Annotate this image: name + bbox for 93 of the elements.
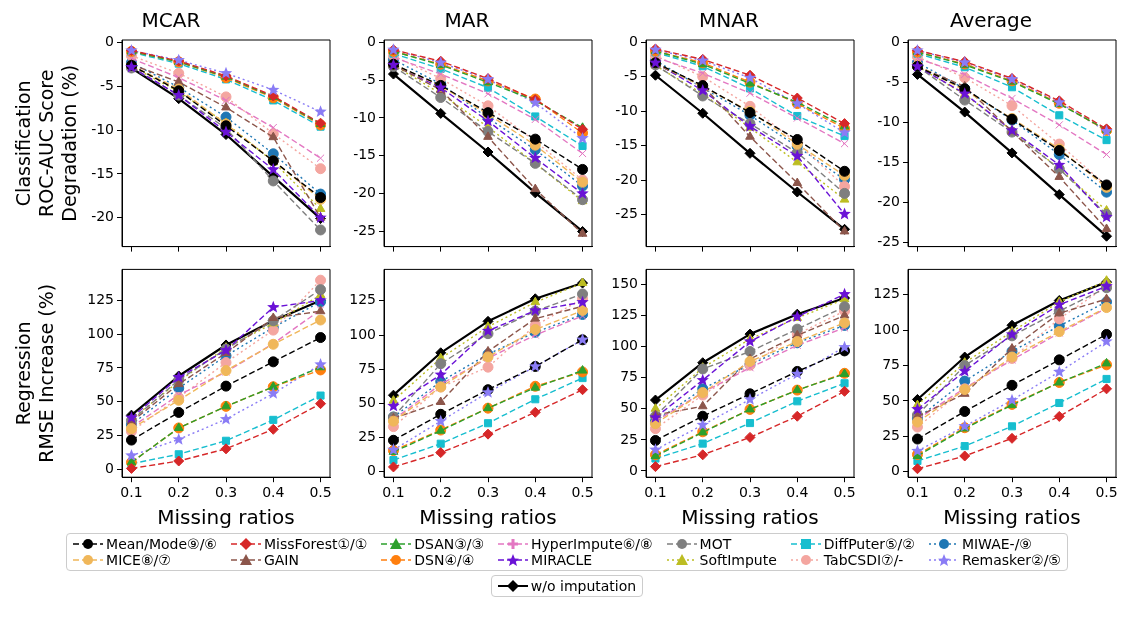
y-axis-title: Regression RMSE Increase (%) [12, 283, 58, 463]
x-tick-label: 0.5 [833, 484, 856, 501]
y-tick-label: 25 [96, 426, 114, 443]
y-tick-label: -15 [615, 136, 638, 153]
y-tick-label: -20 [877, 193, 900, 210]
x-tick-label: 0.1 [382, 484, 405, 501]
legend-label: Remasker②/⑤ [961, 552, 1061, 568]
y-tick-label: 0 [629, 32, 638, 49]
legend-label: MOT [699, 536, 732, 552]
x-tick-label: 0.3 [1000, 484, 1024, 501]
y-tick-label: 25 [620, 430, 638, 447]
x-tick-label: 0.5 [1095, 484, 1118, 501]
y-tick-label: 125 [873, 285, 900, 302]
y-tick-label: -5 [100, 77, 114, 94]
y-tick-label: -5 [362, 70, 376, 87]
y-tick-label: -5 [624, 67, 638, 84]
y-tick-label: 75 [358, 359, 376, 376]
legend-label: HyperImpute⑥/⑧ [531, 536, 653, 552]
x-tick-label: 0.3 [214, 484, 238, 501]
x-tick-label: 0.5 [571, 484, 594, 501]
y-tick-label: 0 [367, 32, 376, 49]
x-tick-label: 0.1 [906, 484, 929, 501]
chart-title: MAR [444, 8, 490, 33]
chart-title: MCAR [141, 8, 201, 33]
y-tick-label: -15 [91, 164, 114, 181]
y-tick-label: 0 [629, 461, 638, 478]
x-tick-label: 0.3 [738, 484, 762, 501]
legend-label: w/o imputation [530, 578, 637, 594]
y-tick-label: 0 [105, 459, 114, 476]
y-tick-label: -15 [353, 146, 376, 163]
y-tick-label: 100 [87, 324, 114, 341]
y-tick-label: -10 [91, 120, 114, 137]
chart-title: MNAR [699, 8, 759, 33]
x-tick-label: 0.4 [1048, 484, 1071, 501]
y-tick-label: 50 [620, 399, 638, 416]
x-tick-label: 0.5 [309, 484, 332, 501]
y-tick-label: 75 [620, 368, 638, 385]
legend-label: Mean/Mode⑨/⑥ [106, 536, 217, 552]
legend-label: TabCSDI⑦/- [823, 552, 904, 568]
legend-label: MIWAE-/⑨ [961, 536, 1032, 552]
x-axis-title: Missing ratios [419, 505, 557, 530]
x-tick-label: 0.4 [786, 484, 809, 501]
y-tick-label: -25 [353, 222, 376, 239]
y-tick-label: 0 [105, 33, 114, 50]
y-tick-label: -25 [615, 205, 638, 222]
y-tick-label: 0 [367, 462, 376, 479]
y-tick-label: 25 [358, 428, 376, 445]
x-tick-label: 0.2 [953, 484, 976, 501]
legend-label: MIRACLE [531, 552, 593, 568]
y-tick-label: 0 [891, 33, 900, 50]
y-tick-label: 50 [358, 394, 376, 411]
legend-label: DSN④/④ [414, 552, 475, 568]
y-tick-label: 75 [96, 358, 114, 375]
legend-label: GAIN [263, 552, 299, 568]
x-axis-title: Missing ratios [943, 505, 1081, 530]
y-tick-label: 125 [349, 291, 376, 308]
y-tick-label: 125 [611, 306, 638, 323]
y-tick-label: -20 [615, 170, 638, 187]
legend-label: MICE⑧/⑦ [106, 552, 171, 568]
legend-label: MissForest①/① [263, 536, 368, 552]
x-tick-label: 0.2 [167, 484, 190, 501]
x-tick-label: 0.4 [524, 484, 547, 501]
y-tick-label: -20 [91, 208, 114, 225]
y-tick-label: 150 [611, 274, 638, 291]
y-tick-label: 125 [87, 291, 114, 308]
chart-title: Average [949, 8, 1033, 33]
x-axis-title: Missing ratios [681, 505, 819, 530]
y-axis-title: Classification ROC-AUC Score Degradation (%) [12, 64, 80, 222]
x-tick-label: 0.1 [120, 484, 143, 501]
x-axis-title: Missing ratios [157, 505, 295, 530]
x-tick-label: 0.2 [429, 484, 452, 501]
legend-label: DiffPuter⑤/② [823, 536, 915, 552]
y-tick-label: -10 [877, 113, 900, 130]
legend-label: DSAN③/③ [414, 536, 485, 552]
y-tick-label: 25 [882, 426, 900, 443]
y-tick-label: 100 [873, 320, 900, 337]
y-tick-label: -10 [353, 108, 376, 125]
y-tick-label: -25 [877, 233, 900, 250]
y-tick-label: -5 [886, 73, 900, 90]
y-tick-label: 75 [882, 356, 900, 373]
y-tick-label: -15 [877, 153, 900, 170]
x-tick-label: 0.3 [476, 484, 500, 501]
x-tick-label: 0.2 [691, 484, 714, 501]
y-tick-label: 100 [349, 325, 376, 342]
y-tick-label: 50 [96, 392, 114, 409]
x-tick-label: 0.1 [644, 484, 667, 501]
x-tick-label: 0.4 [262, 484, 285, 501]
y-tick-label: 50 [882, 391, 900, 408]
legend-label: SoftImpute [699, 552, 777, 568]
y-tick-label: -20 [353, 184, 376, 201]
y-tick-label: -10 [615, 101, 638, 118]
y-tick-label: 100 [611, 337, 638, 354]
y-tick-label: 0 [891, 462, 900, 479]
